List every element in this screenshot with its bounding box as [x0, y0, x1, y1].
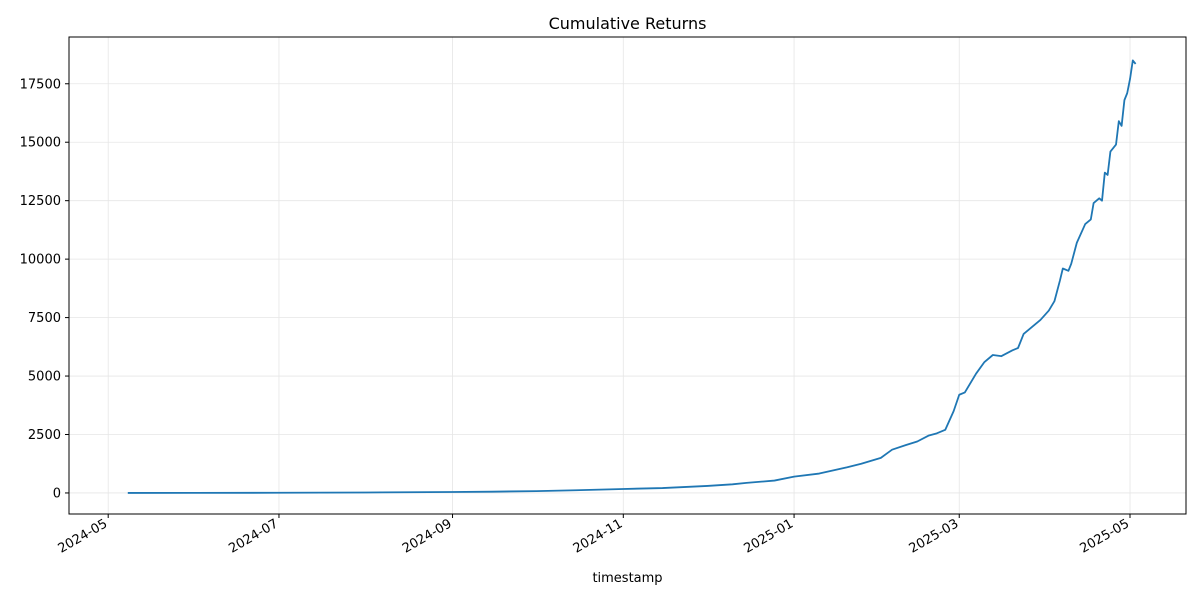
series-line-0	[127, 59, 1137, 494]
x-tick-label: 2024-05	[56, 516, 111, 556]
x-tick-label: 2024-11	[571, 516, 626, 556]
x-tick-label: 2025-03	[907, 516, 962, 556]
y-tick-label: 0	[53, 486, 61, 501]
y-tick-label: 12500	[20, 194, 61, 209]
chart-title: Cumulative Returns	[549, 14, 707, 33]
x-tick-label: 2024-07	[226, 516, 281, 556]
ticks: 0 2500 5000 7500 10000 12500 15000 17500 2024-05…	[20, 77, 1132, 556]
y-tick-label: 7500	[28, 311, 61, 326]
series-layer	[127, 59, 1137, 494]
y-tick-label: 10000	[20, 253, 61, 268]
x-tick-label: 2024-09	[400, 516, 455, 556]
y-tick-label: 17500	[20, 77, 61, 92]
x-tick-label: 2025-05	[1077, 516, 1132, 556]
plot-frame	[68, 36, 1187, 515]
y-tick-label: 15000	[20, 136, 61, 151]
y-tick-label: 5000	[28, 370, 61, 385]
x-axis-label: timestamp	[592, 571, 662, 586]
x-tick-label: 2025-01	[742, 516, 797, 556]
grid	[69, 37, 1186, 514]
y-tick-label: 2500	[28, 428, 61, 443]
